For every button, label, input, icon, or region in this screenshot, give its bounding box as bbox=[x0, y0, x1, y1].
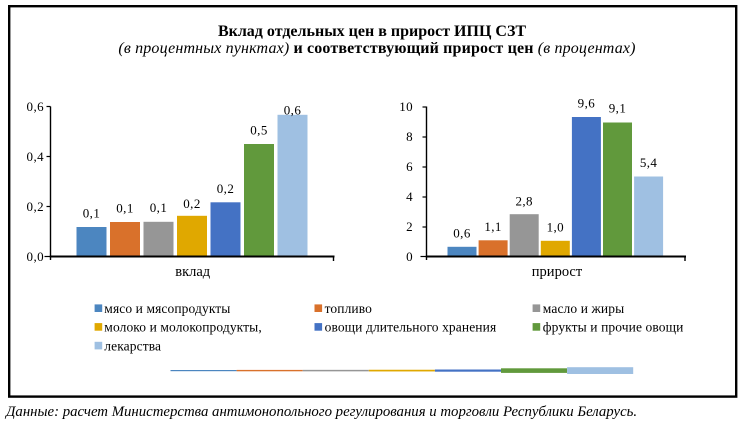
svg-text:0,1: 0,1 bbox=[83, 206, 100, 221]
svg-text:0,1: 0,1 bbox=[150, 200, 167, 215]
svg-text:0,2: 0,2 bbox=[183, 196, 200, 211]
svg-text:прирост: прирост bbox=[532, 264, 583, 280]
svg-text:0,2: 0,2 bbox=[27, 199, 44, 214]
svg-text:2: 2 bbox=[406, 219, 413, 234]
svg-text:0,6: 0,6 bbox=[284, 102, 302, 117]
svg-text:0: 0 bbox=[406, 249, 413, 264]
svg-text:6: 6 bbox=[406, 159, 413, 174]
svg-text:овощи длительного хранения: овощи длительного хранения bbox=[325, 320, 497, 335]
svg-text:1,1: 1,1 bbox=[484, 219, 501, 234]
svg-text:(в процентных пунктах) и соотв: (в процентных пунктах) и соответствующий… bbox=[118, 40, 635, 57]
svg-text:2,8: 2,8 bbox=[515, 193, 532, 208]
svg-text:0,5: 0,5 bbox=[250, 123, 267, 138]
svg-text:0,6: 0,6 bbox=[453, 225, 471, 240]
svg-text:0,4: 0,4 bbox=[27, 149, 45, 164]
svg-text:масло и жиры: масло и жиры bbox=[543, 301, 624, 316]
svg-text:0,2: 0,2 bbox=[217, 181, 234, 196]
svg-text:0,1: 0,1 bbox=[116, 200, 133, 215]
svg-text:0,0: 0,0 bbox=[27, 249, 44, 264]
svg-text:вклад: вклад bbox=[175, 264, 211, 280]
svg-text:0,6: 0,6 bbox=[27, 99, 45, 114]
svg-text:Вклад отдельных цен в прирост: Вклад отдельных цен в прирост ИПЦ СЗТ bbox=[218, 23, 526, 40]
svg-text:1,0: 1,0 bbox=[547, 219, 564, 234]
svg-text:топливо: топливо bbox=[325, 301, 373, 316]
svg-text:5,4: 5,4 bbox=[640, 155, 658, 170]
svg-text:молоко и молокопродукты,: молоко и молокопродукты, bbox=[104, 320, 262, 335]
svg-text:4: 4 bbox=[406, 189, 413, 204]
svg-text:9,1: 9,1 bbox=[609, 101, 626, 116]
svg-text:Данные: расчет Министерства ан: Данные: расчет Министерства антимонополь… bbox=[4, 404, 637, 420]
svg-text:фрукты и прочие овощи: фрукты и прочие овощи bbox=[543, 320, 684, 335]
svg-text:8: 8 bbox=[406, 129, 413, 144]
svg-text:мясо и мясопродукты: мясо и мясопродукты bbox=[104, 301, 230, 316]
svg-text:10: 10 bbox=[399, 99, 413, 114]
svg-text:лекарства: лекарства bbox=[104, 338, 161, 353]
svg-text:9,6: 9,6 bbox=[578, 96, 596, 111]
